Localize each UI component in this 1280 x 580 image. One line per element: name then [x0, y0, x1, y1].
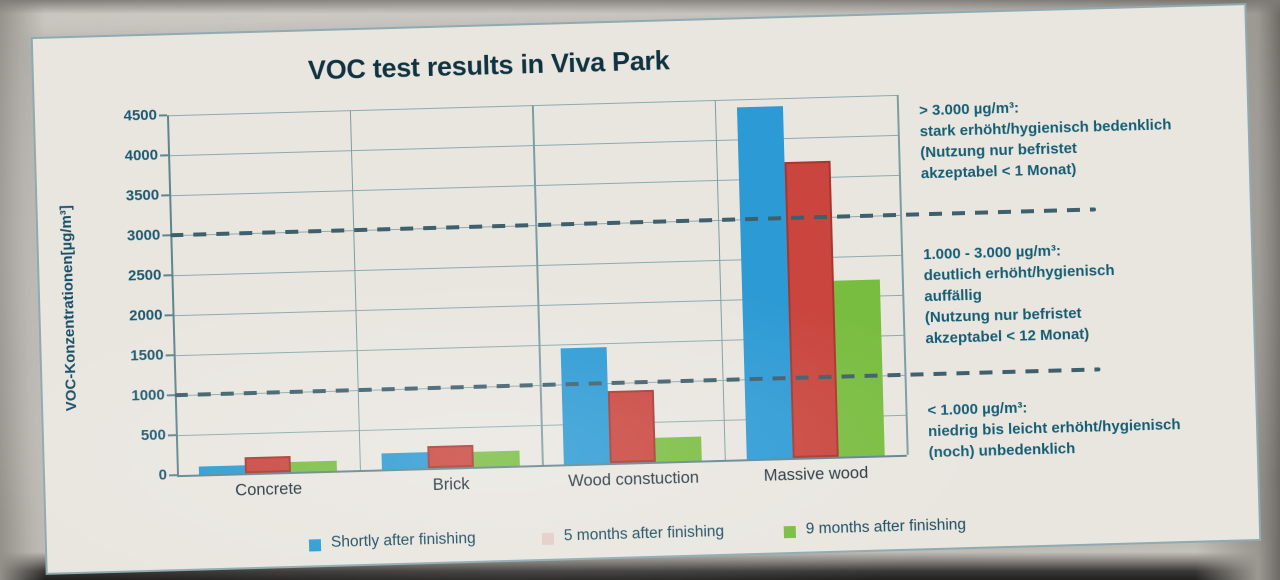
bar-wood-constuction-series-2 — [655, 436, 703, 462]
legend-swatch-blue — [308, 539, 322, 552]
y-tickmark-3000 — [162, 234, 171, 237]
bar-brick-series-1 — [427, 444, 474, 469]
y-tickmark-1000 — [166, 394, 175, 397]
gridline-vertical-1 — [349, 110, 361, 471]
gridline-vertical-4 — [896, 94, 909, 455]
legend-item-5-months: 5 months after finishing — [541, 522, 725, 546]
legend-label: 5 months after finishing — [563, 522, 725, 545]
y-tick-label-0: 0 — [158, 466, 168, 484]
x-label-wood-constuction: Wood constuction — [567, 468, 700, 491]
y-axis-ticks: 0 500 1000 1500 2000 2500 3000 3500 4000 4500 — [75, 107, 167, 484]
y-tickmark-500 — [167, 434, 176, 437]
annotation-below-1000: < 1.000 µg/m³: niedrig bis leicht erhöht… — [927, 391, 1265, 463]
y-tickmark-4000 — [160, 154, 169, 157]
y-tick-label-2000: 2000 — [128, 306, 163, 325]
bar-wood-constuction-series-1 — [608, 389, 657, 464]
legend-item-9-months: 9 months after finishing — [783, 516, 967, 539]
slide-panel: VOC test results in Viva Park VOC-Konzen… — [30, 3, 1262, 575]
annotation-1000-to-3000: 1.000 - 3.000 µg/m³: deutlich erhöht/hyg… — [923, 235, 1262, 349]
y-tick-label-4500: 4500 — [123, 106, 158, 125]
x-label-concrete: Concrete — [234, 479, 303, 500]
y-tick-label-2500: 2500 — [127, 266, 162, 285]
bar-concrete-series-1 — [244, 455, 292, 474]
y-tickmark-4500 — [158, 114, 167, 117]
bar-massive-wood-series-1 — [784, 160, 839, 458]
y-tick-label-4000: 4000 — [124, 146, 159, 165]
y-tick-label-3000: 3000 — [126, 226, 161, 245]
legend-label: 9 months after finishing — [805, 516, 967, 538]
gridline-vertical-2 — [531, 105, 544, 465]
y-axis-line — [166, 115, 180, 476]
bar-massive-wood-series-2 — [833, 279, 885, 457]
y-tickmark-2000 — [164, 314, 173, 317]
legend-label: Shortly after finishing — [330, 529, 476, 551]
legend-swatch-green — [783, 525, 797, 539]
bar-massive-wood-series-0 — [736, 106, 793, 460]
threshold-annotations: > 3.000 µg/m³: stark erhöht/hygienisch b… — [916, 5, 1266, 514]
bar-brick-series-0 — [381, 452, 428, 470]
legend-swatch-red — [541, 532, 555, 546]
legend: Shortly after finishing 5 months after f… — [47, 512, 1107, 568]
gridline-vertical-3 — [714, 99, 726, 460]
y-tick-label-3500: 3500 — [125, 186, 160, 205]
bar-brick-series-2 — [473, 450, 520, 467]
plot-area — [158, 94, 909, 478]
y-axis-title-text: VOC-Konzentrationen[µg/m³] — [56, 204, 80, 412]
y-tick-label-1500: 1500 — [130, 346, 164, 365]
y-tickmark-2500 — [163, 274, 172, 277]
annotation-above-3000: > 3.000 µg/m³: stark erhöht/hygienisch b… — [919, 91, 1257, 184]
legend-item-shortly-after: Shortly after finishing — [308, 529, 476, 553]
y-tickmark-0 — [168, 474, 178, 477]
y-tick-label-1000: 1000 — [131, 386, 166, 405]
y-tickmark-3500 — [161, 194, 170, 197]
chart-title: VOC test results in Viva Park — [307, 45, 670, 86]
y-tick-label-500: 500 — [140, 426, 167, 445]
x-label-brick: Brick — [432, 475, 470, 495]
y-tickmark-1500 — [165, 354, 174, 357]
x-label-massive-wood: Massive wood — [763, 463, 869, 485]
bar-wood-constuction-series-0 — [560, 347, 611, 465]
